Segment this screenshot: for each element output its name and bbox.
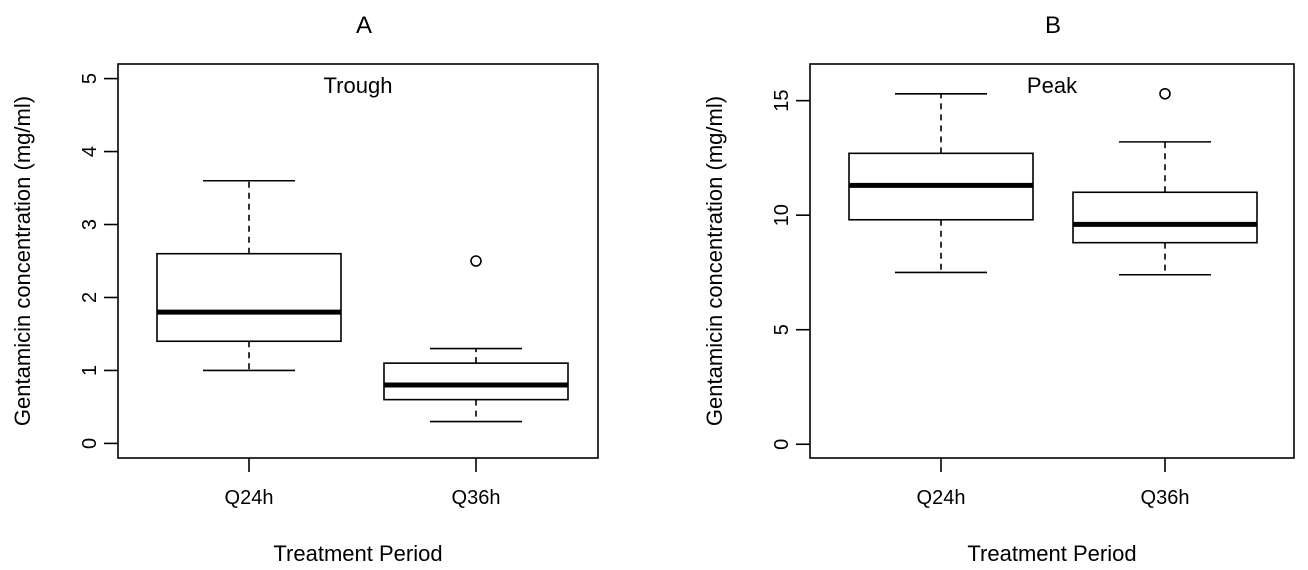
plot-frame bbox=[809, 63, 1295, 459]
x-axis-label: Treatment Period bbox=[273, 541, 442, 566]
x-tick-label: Q24h bbox=[225, 487, 274, 509]
x-tick-label: Q24h bbox=[917, 487, 966, 509]
iqr-box bbox=[156, 252, 342, 343]
y-tick-label: 1 bbox=[79, 365, 101, 376]
x-axis-label: Treatment Period bbox=[967, 541, 1136, 566]
panel-b: B Peak 0 5 10 15 Gentamicin concentration (mg/… bbox=[702, 12, 1295, 566]
inner-label: Peak bbox=[1027, 73, 1078, 98]
box-q36h bbox=[1072, 87, 1258, 276]
inner-label: Trough bbox=[324, 73, 393, 98]
y-tick-label: 5 bbox=[771, 324, 793, 335]
iqr-box bbox=[383, 362, 569, 401]
panel-title: A bbox=[356, 12, 372, 39]
box-q36h bbox=[383, 255, 569, 423]
iqr-box bbox=[1072, 191, 1258, 244]
y-tick-label: 3 bbox=[79, 219, 101, 230]
y-tick-label: 5 bbox=[79, 73, 101, 84]
box-q24h bbox=[848, 92, 1034, 274]
y-tick-label: 15 bbox=[771, 90, 793, 112]
plot-frame bbox=[117, 63, 599, 459]
y-tick-label: 4 bbox=[79, 146, 101, 157]
y-tick-label: 10 bbox=[771, 204, 793, 226]
x-tick-label: Q36h bbox=[452, 487, 501, 509]
panel-title: B bbox=[1045, 12, 1061, 39]
outlier-point bbox=[1159, 87, 1171, 100]
y-tick-label: 0 bbox=[771, 439, 793, 450]
y-axis-label: Gentamicin concentration (mg/ml) bbox=[702, 96, 727, 426]
box-q24h bbox=[156, 179, 342, 372]
y-tick-label: 2 bbox=[79, 292, 101, 303]
x-tick-label: Q36h bbox=[1141, 487, 1190, 509]
y-axis-label: Gentamicin concentration (mg/ml) bbox=[10, 96, 35, 426]
y-tick-label: 0 bbox=[79, 438, 101, 449]
outlier-point bbox=[470, 255, 482, 267]
panel-a: A Trough 0 1 2 3 4 5 Gentamicin concentration (m… bbox=[10, 12, 599, 566]
